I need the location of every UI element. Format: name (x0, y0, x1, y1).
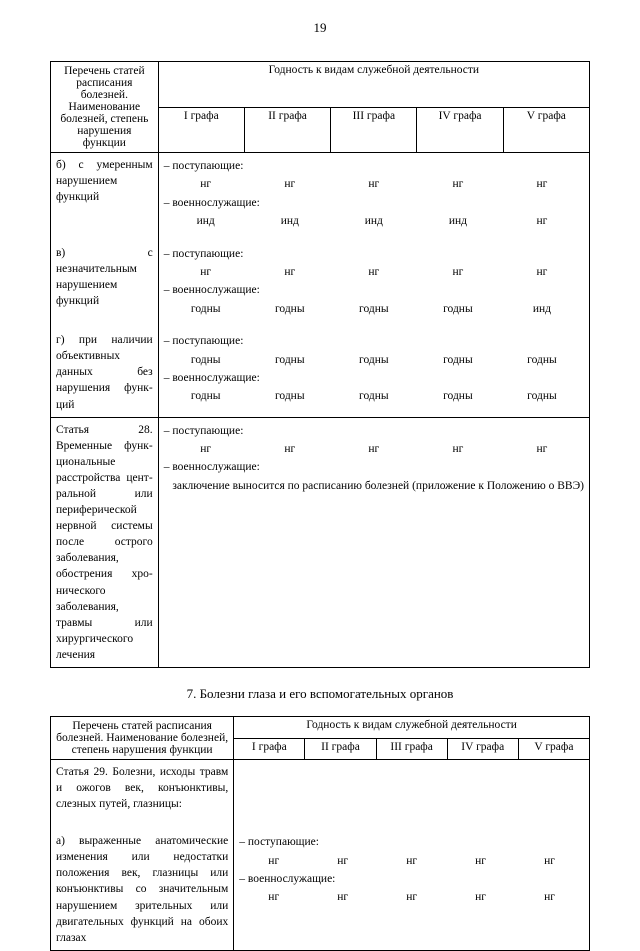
t2-col-3: III графа (376, 738, 447, 760)
t2-row29-empty (234, 760, 590, 824)
t2-right-header: Годность к видам служебной деятельности (234, 717, 590, 739)
page: 19 Перечень статей расписания болезней. … (0, 0, 640, 905)
t1-left-header: Перечень статей расписания болезней. Наи… (51, 62, 159, 153)
t2-col-1: I графа (234, 738, 305, 760)
t2-col-4: IV графа (447, 738, 518, 760)
section-7-title: 7. Болезни глаза и его вспомогательных о… (50, 686, 590, 702)
t1-col-3: III графа (331, 107, 417, 153)
t1-col-2: II графа (244, 107, 330, 153)
t1-rowG-values: – поступающие: годны годны годны годны г… (158, 322, 589, 417)
t1-rowB-text: б) с умеренным нарушением функций (51, 153, 159, 235)
label-serving: – военнослужащие: (164, 194, 584, 212)
t1-rowG-text: г) при наличии объективных данных без на… (51, 322, 159, 417)
t1-rowB-values: – поступающие: нг нг нг нг нг – военносл… (158, 153, 589, 235)
t1-row28-values: – поступающие: нг нг нг нг нг – военносл… (158, 417, 589, 667)
t1-row28-text: Статья 28. Временные функ­циональные рас… (51, 417, 159, 667)
label-incoming: – поступающие: (164, 157, 584, 175)
t1-right-header: Годность к видам служебной деятельности (158, 62, 589, 108)
t2-rowA-values: – поступающие: нг нг нг нг нг – военносл… (234, 823, 590, 950)
t1-col-5: V графа (503, 107, 589, 153)
table-2: Перечень статей расписания болезней. Наи… (50, 716, 590, 951)
t2-row29-text: Статья 29. Болезни, исходы травм и ожого… (51, 760, 234, 824)
page-number: 19 (50, 20, 590, 36)
t2-left-header: Перечень статей расписания болезней. Наи… (51, 717, 234, 760)
t1-col-4: IV графа (417, 107, 503, 153)
t1-row28-note: заключение выносится по расписанию болез… (164, 477, 584, 495)
t1-rowV-text: в) с незначительным нарушени­ем функций (51, 235, 159, 323)
t2-col-2: II графа (305, 738, 376, 760)
t2-col-5: V графа (518, 738, 589, 760)
t1-rowV-values: – поступающие: нг нг нг нг нг – военносл… (158, 235, 589, 323)
t1-col-1: I графа (158, 107, 244, 153)
table-1: Перечень статей расписания болезней. Наи… (50, 61, 590, 668)
t2-rowA-text: а) выраженные анатомические изменения ил… (51, 823, 234, 950)
